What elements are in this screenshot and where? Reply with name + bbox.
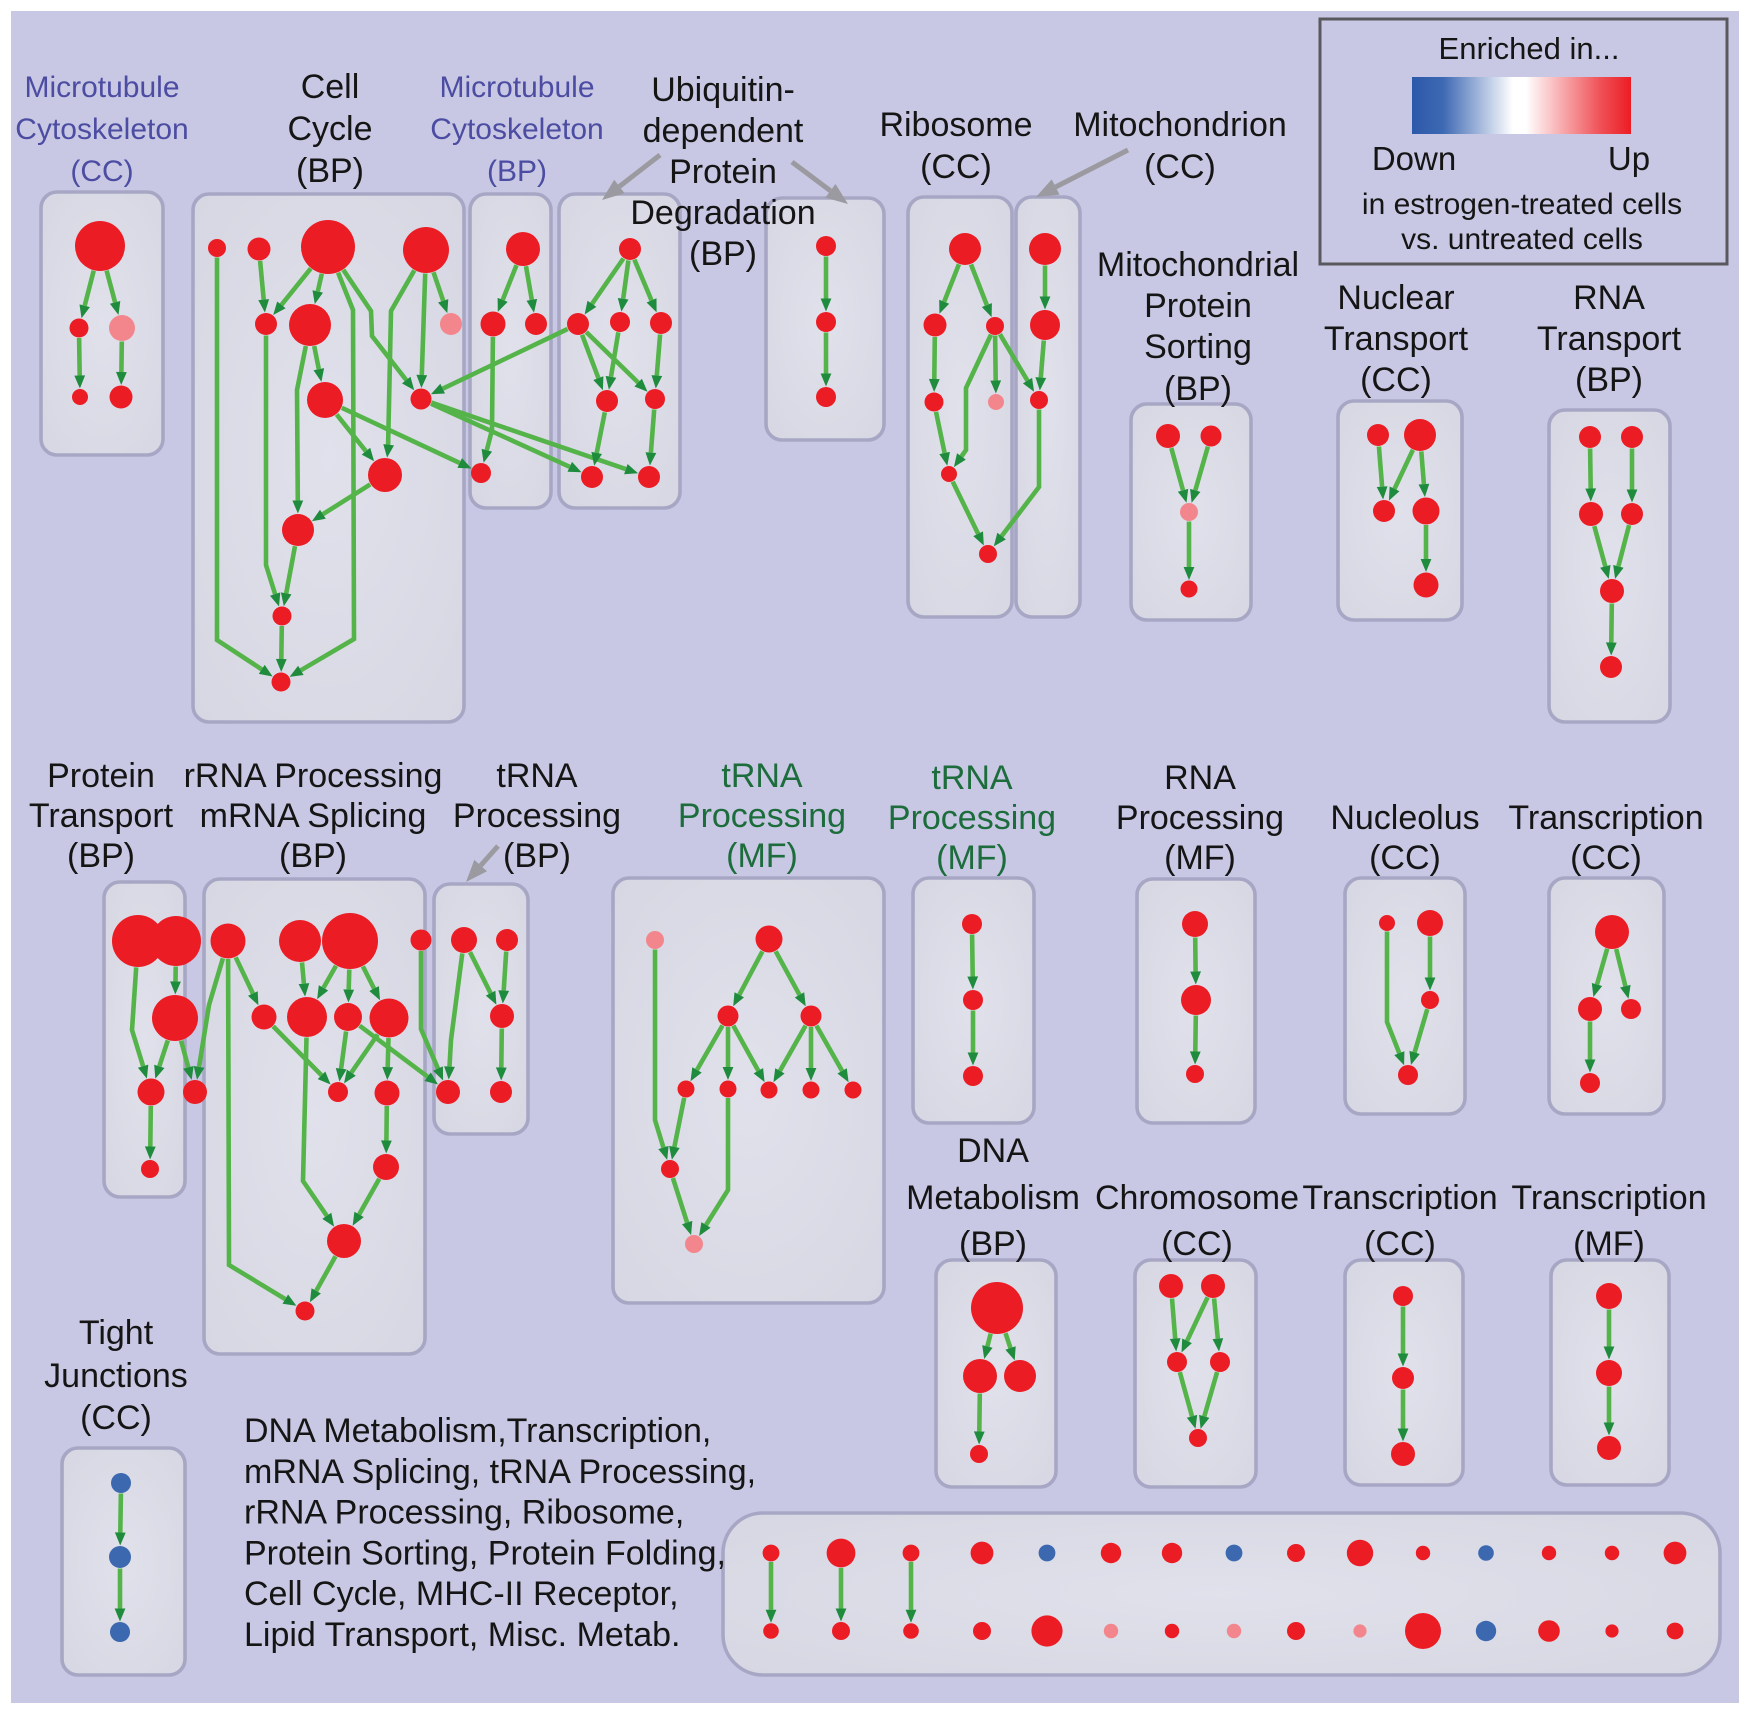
- svg-text:Ubiquitin-: Ubiquitin-: [651, 71, 795, 109]
- svg-text:mRNA Splicing: mRNA Splicing: [200, 797, 427, 835]
- svg-text:Tight: Tight: [79, 1314, 154, 1352]
- svg-text:Junctions: Junctions: [44, 1357, 188, 1395]
- svg-text:(MF): (MF): [1573, 1225, 1645, 1263]
- svg-text:Protein: Protein: [47, 757, 155, 795]
- svg-text:tRNA: tRNA: [931, 759, 1013, 797]
- svg-text:(CC): (CC): [1364, 1225, 1436, 1263]
- svg-text:rRNA Processing: rRNA Processing: [184, 757, 443, 795]
- svg-text:Transport: Transport: [1537, 320, 1682, 358]
- svg-text:Microtubule: Microtubule: [24, 71, 179, 104]
- svg-text:(CC): (CC): [1570, 839, 1642, 877]
- svg-text:Mitochondrial: Mitochondrial: [1097, 246, 1299, 284]
- svg-text:Mitochondrion: Mitochondrion: [1073, 106, 1287, 144]
- svg-text:Processing: Processing: [888, 799, 1056, 837]
- svg-text:RNA: RNA: [1164, 759, 1236, 797]
- svg-text:Microtubule: Microtubule: [439, 71, 594, 104]
- svg-text:Cycle: Cycle: [287, 110, 372, 148]
- svg-text:(CC): (CC): [80, 1399, 152, 1437]
- svg-text:Degradation: Degradation: [630, 194, 815, 232]
- svg-text:(MF): (MF): [726, 837, 798, 875]
- svg-text:(MF): (MF): [1164, 839, 1236, 877]
- svg-text:RNA: RNA: [1573, 279, 1645, 317]
- svg-text:(BP): (BP): [279, 837, 347, 875]
- svg-text:(BP): (BP): [67, 837, 135, 875]
- svg-text:Cell: Cell: [301, 68, 360, 106]
- svg-text:Transcription: Transcription: [1511, 1179, 1706, 1217]
- svg-text:(CC): (CC): [1161, 1225, 1233, 1263]
- svg-text:DNA Metabolism,Transcription,: DNA Metabolism,Transcription,: [244, 1412, 711, 1450]
- svg-text:Transcription: Transcription: [1508, 799, 1703, 837]
- svg-text:(BP): (BP): [487, 155, 547, 188]
- svg-text:Sorting: Sorting: [1144, 328, 1252, 366]
- svg-text:Transport: Transport: [1324, 320, 1469, 358]
- svg-text:Nucleolus: Nucleolus: [1330, 799, 1479, 837]
- svg-text:rRNA Processing, Ribosome,: rRNA Processing, Ribosome,: [244, 1494, 684, 1532]
- svg-text:(BP): (BP): [689, 235, 757, 273]
- svg-text:vs. untreated cells: vs. untreated cells: [1401, 223, 1643, 256]
- svg-text:Cytoskeleton: Cytoskeleton: [15, 113, 188, 146]
- svg-text:Processing: Processing: [1116, 799, 1284, 837]
- svg-text:(CC): (CC): [1369, 839, 1441, 877]
- svg-text:(BP): (BP): [1164, 370, 1232, 408]
- svg-text:in estrogen-treated cells: in estrogen-treated cells: [1362, 188, 1682, 221]
- svg-text:Chromosome: Chromosome: [1095, 1179, 1299, 1217]
- svg-text:(CC): (CC): [920, 148, 992, 186]
- svg-text:(BP): (BP): [1575, 361, 1643, 399]
- svg-text:mRNA Splicing, tRNA Processing: mRNA Splicing, tRNA Processing,: [244, 1453, 756, 1491]
- svg-text:Protein: Protein: [669, 153, 777, 191]
- svg-text:Lipid Transport, Misc. Metab.: Lipid Transport, Misc. Metab.: [244, 1616, 681, 1654]
- svg-text:(BP): (BP): [503, 837, 571, 875]
- svg-text:(BP): (BP): [296, 152, 364, 190]
- svg-text:Cytoskeleton: Cytoskeleton: [430, 113, 603, 146]
- svg-text:(CC): (CC): [1144, 148, 1216, 186]
- svg-text:Up: Up: [1608, 140, 1650, 177]
- svg-text:Ribosome: Ribosome: [879, 106, 1032, 144]
- svg-text:Transport: Transport: [29, 797, 174, 835]
- svg-text:tRNA: tRNA: [721, 757, 803, 795]
- svg-text:Nuclear: Nuclear: [1337, 279, 1454, 317]
- svg-text:Metabolism: Metabolism: [906, 1179, 1080, 1217]
- svg-text:dependent: dependent: [643, 112, 804, 150]
- svg-text:Cell Cycle, MHC-II Receptor,: Cell Cycle, MHC-II Receptor,: [244, 1575, 679, 1613]
- svg-text:Enriched in...: Enriched in...: [1439, 31, 1620, 66]
- svg-text:Processing: Processing: [453, 797, 621, 835]
- svg-text:(MF): (MF): [936, 839, 1008, 877]
- svg-text:Protein: Protein: [1144, 287, 1252, 325]
- svg-text:(CC): (CC): [70, 155, 133, 188]
- svg-text:tRNA: tRNA: [496, 757, 578, 795]
- svg-text:DNA: DNA: [957, 1132, 1029, 1170]
- svg-text:(BP): (BP): [959, 1225, 1027, 1263]
- svg-text:Processing: Processing: [678, 797, 846, 835]
- svg-text:Transcription: Transcription: [1302, 1179, 1497, 1217]
- svg-text:Down: Down: [1372, 140, 1456, 177]
- svg-text:Protein Sorting, Protein Foldi: Protein Sorting, Protein Folding,: [244, 1534, 726, 1572]
- svg-text:(CC): (CC): [1360, 361, 1432, 399]
